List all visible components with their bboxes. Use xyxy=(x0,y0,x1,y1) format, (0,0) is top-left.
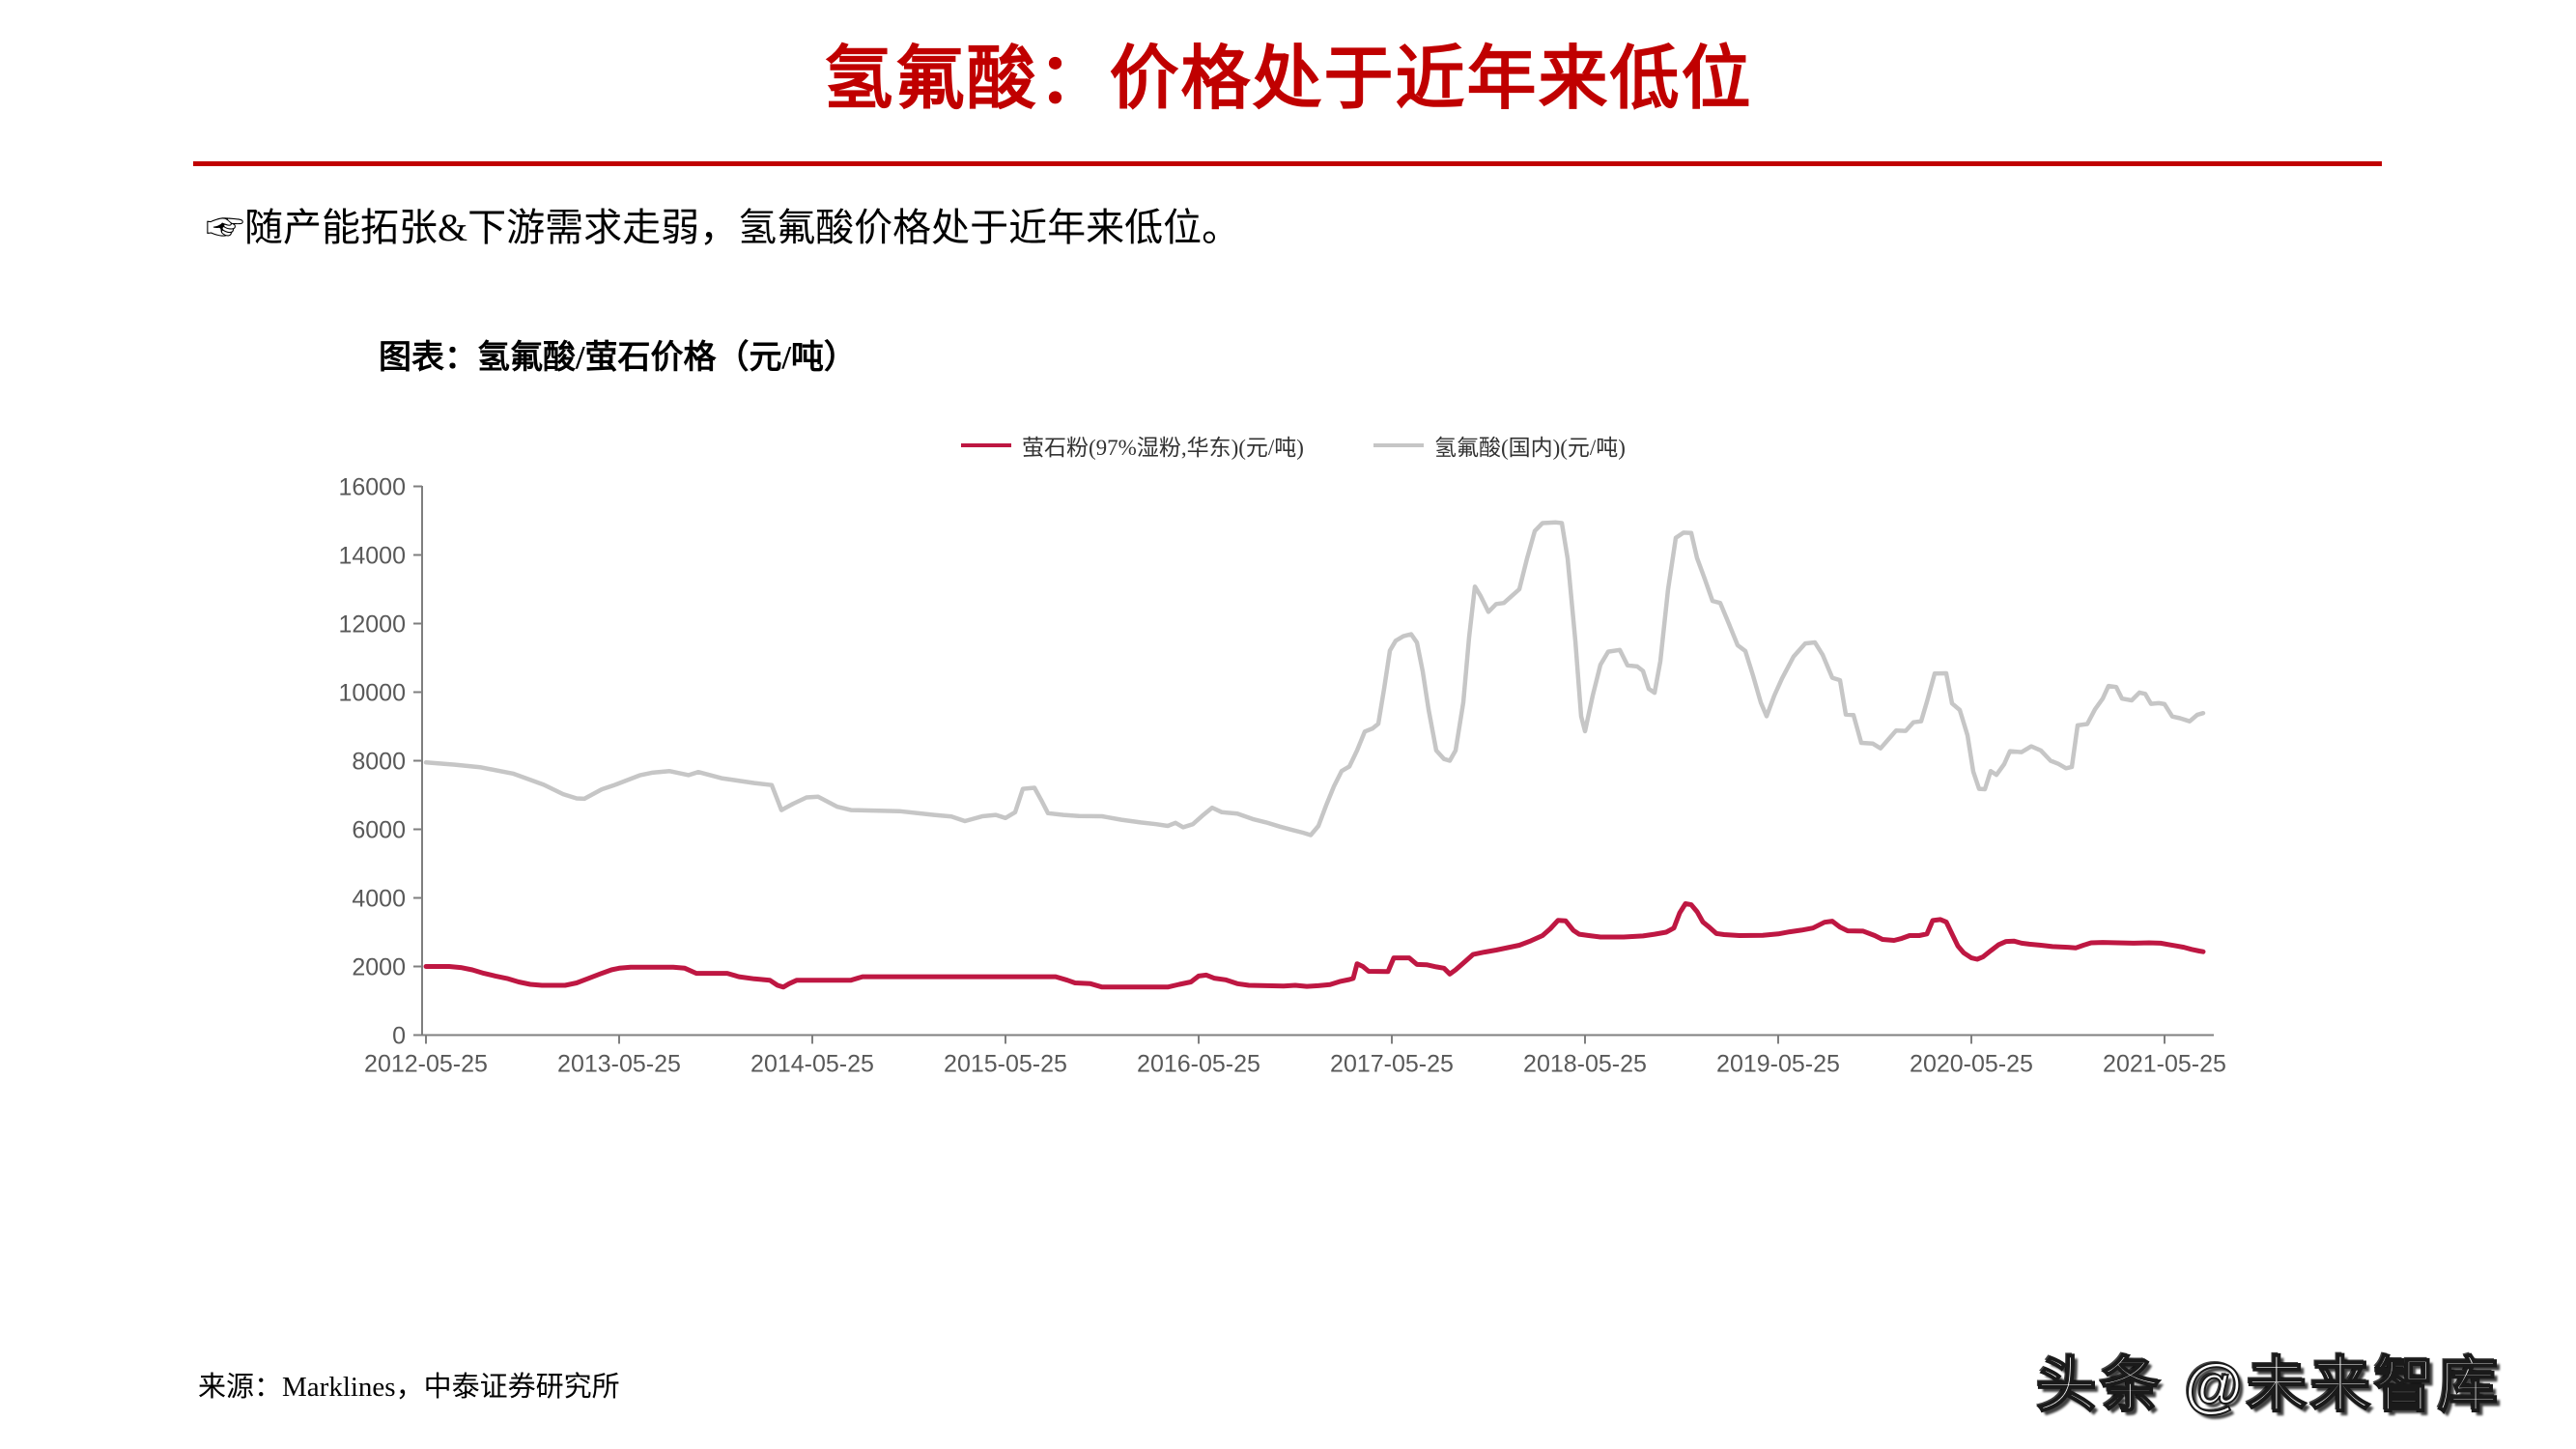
svg-text:10000: 10000 xyxy=(338,680,406,707)
title-divider-rule xyxy=(193,161,2382,166)
watermark: 头条 @未来智库 xyxy=(2035,1351,2502,1420)
svg-text:2014-05-25: 2014-05-25 xyxy=(750,1051,874,1078)
page-title: 氢氟酸：价格处于近年来低位 xyxy=(823,41,1753,118)
figure-caption: 图表：氢氟酸/萤石价格（元/吨） xyxy=(379,340,857,376)
legend-item-hf-acid: 氢氟酸(国内)(元/吨) xyxy=(1373,429,1626,462)
svg-text:2012-05-25: 2012-05-25 xyxy=(364,1051,488,1078)
svg-text:12000: 12000 xyxy=(338,611,406,639)
svg-text:2020-05-25: 2020-05-25 xyxy=(1910,1051,2033,1078)
svg-text:8000: 8000 xyxy=(352,749,406,776)
svg-text:2019-05-25: 2019-05-25 xyxy=(1716,1051,1840,1078)
svg-text:2017-05-25: 2017-05-25 xyxy=(1330,1051,1454,1078)
legend-label-hf-acid: 氢氟酸(国内)(元/吨) xyxy=(1433,436,1626,460)
hf-acid-line-swatch xyxy=(1373,443,1424,447)
legend-label-fluorite: 萤石粉(97%湿粉,华东)(元/吨) xyxy=(1022,436,1304,460)
svg-text:2021-05-25: 2021-05-25 xyxy=(2103,1051,2226,1078)
svg-text:0: 0 xyxy=(392,1023,406,1050)
svg-text:2018-05-25: 2018-05-25 xyxy=(1523,1051,1647,1078)
fluorite-line-swatch xyxy=(961,443,1011,447)
svg-text:2016-05-25: 2016-05-25 xyxy=(1137,1051,1260,1078)
svg-text:6000: 6000 xyxy=(352,817,406,844)
chart-legend: 萤石粉(97%湿粉,华东)(元/吨) 氢氟酸(国内)(元/吨) xyxy=(961,429,1626,462)
svg-text:2015-05-25: 2015-05-25 xyxy=(944,1051,1067,1078)
svg-text:4000: 4000 xyxy=(352,886,406,913)
bullet-text: ☞随产能拓张&下游需求走弱，氢氟酸价格处于近年来低位。 xyxy=(206,206,1241,249)
svg-text:16000: 16000 xyxy=(338,474,406,501)
legend-item-fluorite: 萤石粉(97%湿粉,华东)(元/吨) xyxy=(961,429,1304,462)
source-note: 来源：Marklines，中泰证券研究所 xyxy=(198,1372,620,1403)
svg-text:2013-05-25: 2013-05-25 xyxy=(557,1051,681,1078)
svg-text:14000: 14000 xyxy=(338,543,406,570)
svg-text:2000: 2000 xyxy=(352,954,406,981)
